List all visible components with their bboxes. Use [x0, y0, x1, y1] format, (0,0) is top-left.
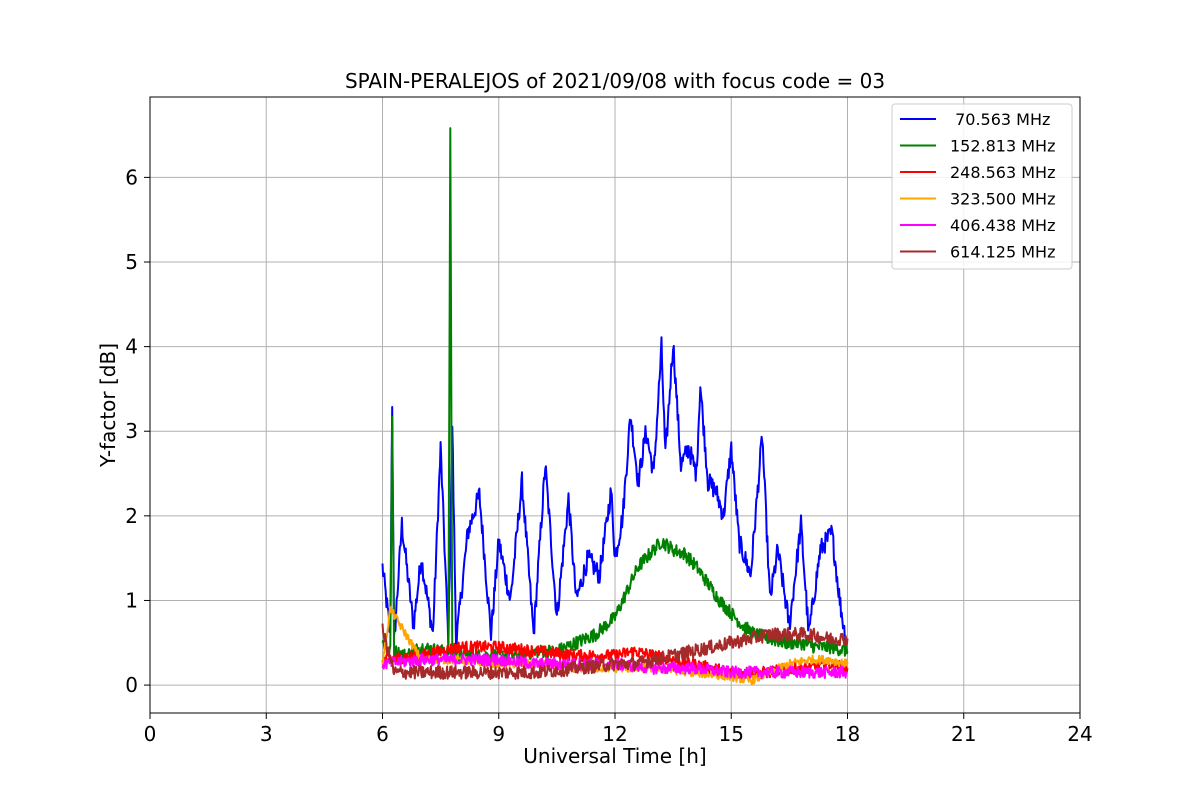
y-axis: 0 1 2 3 4 5 6 [125, 165, 150, 697]
x-tick-label: 12 [602, 722, 627, 746]
legend-label: 70.563 MHz [950, 110, 1050, 129]
x-tick-label: 15 [719, 722, 744, 746]
legend-label: 152.813 MHz [950, 137, 1055, 156]
legend-label: 406.438 MHz [950, 216, 1055, 235]
legend: 70.563 MHz 152.813 MHz 248.563 MHz 323.500 … [891, 103, 1073, 270]
y-tick-label: 2 [125, 504, 138, 528]
series-line [381, 336, 849, 654]
x-tick-label: 0 [144, 722, 157, 746]
y-tick-label: 0 [125, 673, 138, 697]
y-tick-label: 1 [125, 588, 138, 612]
legend-box [891, 103, 1073, 270]
x-tick-label: 24 [1067, 722, 1092, 746]
legend-label: 323.500 MHz [950, 190, 1055, 209]
x-tick-label: 3 [260, 722, 273, 746]
x-tick-label: 9 [492, 722, 505, 746]
x-tick-label: 18 [835, 722, 860, 746]
legend-label: 248.563 MHz [950, 163, 1055, 182]
x-axis: 0 3 6 9 12 15 18 21 24 [144, 713, 1093, 746]
series-line [381, 640, 849, 680]
plot-area [381, 127, 849, 686]
legend-label: 614.125 MHz [950, 243, 1055, 262]
y-axis-label: Y-factor [dB] [96, 343, 120, 468]
y-tick-label: 3 [125, 419, 138, 443]
series-line [381, 623, 849, 681]
y-tick-label: 6 [125, 165, 138, 189]
x-tick-label: 6 [376, 722, 389, 746]
x-tick-label: 21 [951, 722, 976, 746]
y-tick-label: 4 [125, 335, 138, 359]
x-axis-label: Universal Time [h] [523, 744, 706, 768]
chart-title: SPAIN-PERALEJOS of 2021/09/08 with focus… [345, 69, 885, 93]
y-tick-label: 5 [125, 250, 138, 274]
